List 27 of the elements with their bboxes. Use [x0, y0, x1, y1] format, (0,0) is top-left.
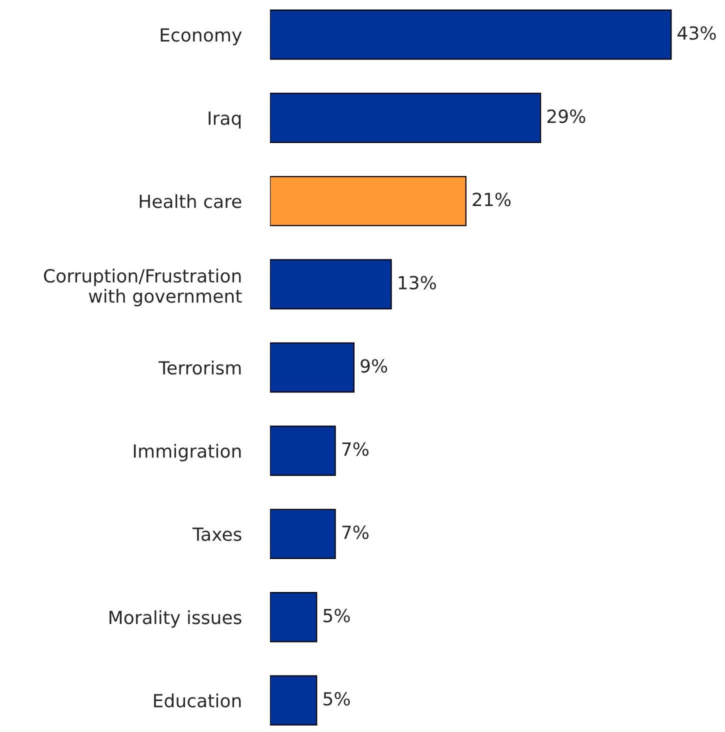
y-tick-label: Economy [160, 28, 242, 46]
data-label: 21% [472, 192, 511, 206]
data-label: 43% [678, 26, 716, 40]
data-label: 13% [398, 276, 436, 290]
bar [270, 592, 318, 642]
bar [270, 176, 466, 226]
y-tick-label: Education [154, 694, 241, 708]
data-label: 7% [342, 442, 369, 456]
bar [270, 508, 336, 560]
y-tick-label: Corruption/Frustration with government [44, 268, 242, 306]
y-tick-label: Terrorism [158, 360, 241, 375]
bar [270, 10, 672, 60]
data-label: 5% [324, 608, 350, 622]
data-label: 9% [360, 359, 388, 373]
bar [270, 259, 392, 310]
data-label: 29% [547, 109, 586, 124]
bar [270, 675, 318, 726]
y-tick-label: Health care [140, 194, 242, 208]
y-tick-label: Iraq [208, 112, 241, 128]
y-tick-label: Morality issues [110, 610, 242, 628]
data-label: 7% [342, 526, 369, 540]
y-tick-label: Taxes [192, 528, 242, 542]
bar [270, 92, 542, 143]
data-label: 5% [324, 692, 350, 706]
bar [270, 342, 355, 393]
y-tick-label: Immigration [134, 444, 241, 462]
bar [270, 426, 336, 476]
